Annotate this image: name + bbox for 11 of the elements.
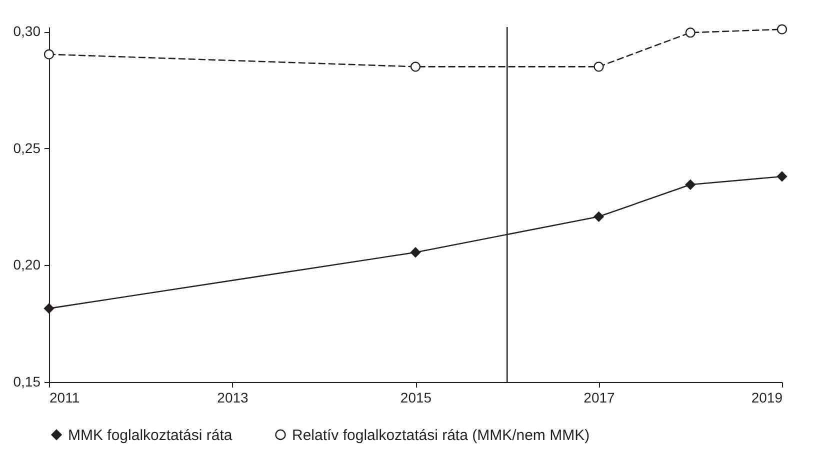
x-tick-label: 2011: [50, 390, 80, 406]
y-tick-label: 0,30: [13, 23, 41, 40]
y-tick-label: 0,20: [13, 256, 41, 273]
legend-label: MMK foglalkoztatási ráta: [68, 426, 233, 444]
y-tick-label: 0,15: [13, 374, 41, 390]
legend-label: Relatív foglalkoztatási ráta (MMK/nem MMK): [292, 426, 590, 444]
x-tick-label: 2015: [400, 390, 432, 406]
x-tick-label: 2017: [584, 390, 616, 406]
x-tick-label: 2013: [217, 390, 249, 406]
y-tick-label: 0,25: [13, 140, 41, 156]
x-tick-label: 2019: [751, 390, 783, 406]
